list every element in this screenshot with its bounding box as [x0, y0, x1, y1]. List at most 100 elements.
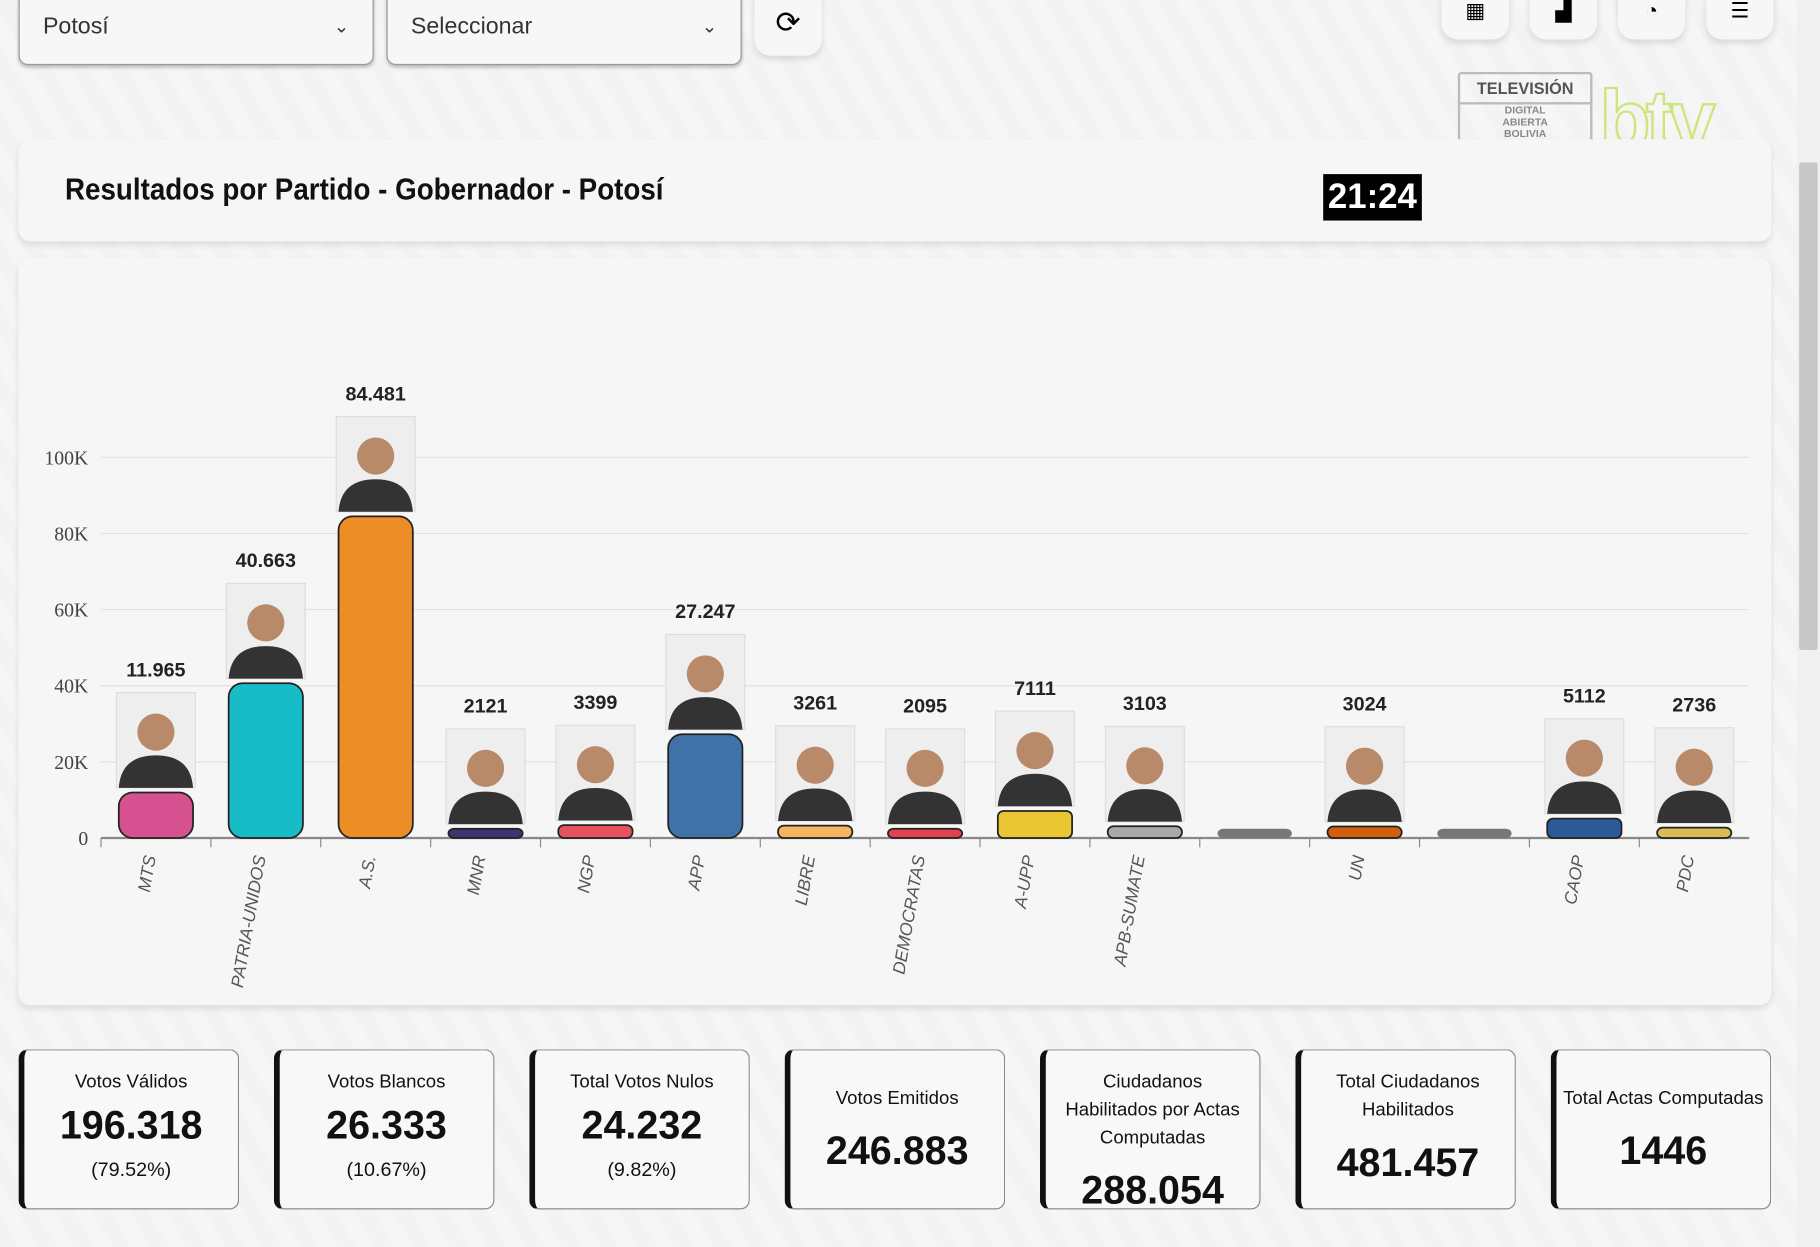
bar[interactable]	[887, 827, 964, 839]
stat-value: 26.333	[326, 1103, 447, 1148]
bar[interactable]	[337, 515, 414, 839]
stat-card: Ciudadanos Habilitados por Actas Computa…	[1039, 1049, 1261, 1213]
bar[interactable]	[667, 733, 744, 839]
candidate-photo	[1654, 727, 1735, 824]
x-tick-label: LIBRE	[791, 853, 819, 906]
secondary-select[interactable]: Seleccionar ⌄	[386, 0, 742, 65]
bar-value-label: 84.481	[346, 383, 406, 405]
candidate-photo	[775, 725, 856, 822]
stat-percent: (9.82%)	[607, 1158, 677, 1181]
stat-value: 246.883	[825, 1129, 969, 1174]
bar[interactable]	[447, 827, 524, 839]
candidate-photo	[994, 710, 1076, 807]
x-tick-label: UN	[1344, 853, 1368, 882]
x-tick-label: APP	[683, 853, 709, 892]
bar-value-label: 2121	[464, 696, 508, 718]
bar[interactable]	[117, 791, 194, 839]
x-tick-label: A-UPP	[1010, 853, 1039, 910]
stat-value: 196.318	[59, 1103, 203, 1148]
bar-value-label: 3399	[574, 692, 618, 714]
y-tick-label: 100K	[44, 447, 89, 469]
logo-text: ABIERTA	[1502, 116, 1548, 128]
stat-card: Total Votos Nulos 24.232 (9.82%)	[529, 1049, 750, 1210]
bar[interactable]	[1656, 826, 1733, 839]
department-select[interactable]: Potosí ⌄	[18, 0, 374, 65]
chart-title: Resultados por Partido - Gobernador - Po…	[64, 171, 664, 207]
chevron-down-icon: ⌄	[701, 17, 718, 38]
refresh-button[interactable]: ⟳	[754, 0, 822, 56]
y-tick-label: 60K	[54, 600, 89, 622]
refresh-icon: ⟳	[775, 4, 801, 39]
candidate-photo	[1544, 718, 1625, 815]
stat-card: Votos Blancos 26.333 (10.67%)	[273, 1049, 495, 1210]
y-tick-label: 0	[78, 828, 88, 850]
candidate-photo	[555, 724, 636, 822]
candidate-photo	[335, 415, 416, 513]
stat-card: Total Ciudadanos Habilitados 481.457	[1295, 1049, 1516, 1210]
department-value: Potosí	[42, 13, 109, 39]
scrollbar-thumb[interactable]	[1799, 162, 1818, 650]
x-tick-label: DEMOCRATAS	[888, 853, 929, 975]
scrollbar[interactable]	[1796, 0, 1820, 1247]
stat-value: 1446	[1619, 1129, 1708, 1174]
x-tick-label: A.S.	[354, 854, 380, 891]
bar-value-label: 11.965	[126, 659, 185, 681]
bar-value-label: 40.663	[236, 550, 296, 572]
stat-percent: (10.67%)	[346, 1158, 427, 1181]
table-icon: ▦	[1465, 0, 1486, 23]
stat-label: Votos Válidos	[74, 1072, 188, 1093]
bar-chart-button[interactable]: ▟	[1529, 0, 1598, 40]
chevron-down-icon: ⌄	[333, 17, 350, 38]
bar-chart: 0 20K 40K 60K 80K 100K 11.965 MTS 40.663 PATRIA-U…	[44, 383, 1750, 989]
bar-value-label: 2736	[1672, 695, 1716, 717]
bar-chart-icon: ▟	[1555, 0, 1572, 23]
stat-card: Votos Válidos 196.318 (79.52%)	[18, 1049, 240, 1210]
clock-overlay: 21:24	[1323, 174, 1422, 221]
logo-text: BOLIVIA	[1503, 127, 1547, 140]
stat-label: Total Ciudadanos Habilitados	[1336, 1072, 1480, 1121]
bar[interactable]	[1217, 828, 1292, 839]
bar[interactable]	[227, 682, 304, 839]
x-tick-label: PATRIA-UNIDOS	[227, 853, 270, 989]
candidate-photo	[665, 633, 746, 731]
bar-value-label: 3024	[1343, 693, 1387, 715]
bar[interactable]	[557, 824, 634, 839]
pie-chart-button[interactable]: ◔	[1618, 0, 1686, 40]
stat-value: 24.232	[581, 1103, 703, 1148]
bar[interactable]	[1326, 825, 1403, 839]
candidate-photo	[225, 582, 306, 680]
title-card	[18, 139, 1772, 242]
bar-value-label: 5112	[1563, 685, 1606, 707]
stat-card: Total Actas Computadas 1446	[1550, 1049, 1772, 1210]
candidate-photo	[445, 728, 526, 825]
candidate-photo	[115, 692, 196, 789]
bar[interactable]	[1437, 828, 1512, 839]
y-tick-label: 20K	[54, 752, 89, 774]
table-view-button[interactable]: ▦	[1441, 0, 1509, 40]
y-tick-label: 80K	[54, 523, 89, 545]
x-tick-label: MNR	[463, 853, 490, 896]
stat-percent: (79.52%)	[91, 1158, 172, 1181]
bar-value-label: 7111	[1014, 678, 1056, 700]
chart-card	[18, 257, 1772, 1006]
stat-value: 481.457	[1336, 1140, 1480, 1186]
stat-label: Votos Blancos	[327, 1072, 446, 1093]
bar[interactable]	[1546, 817, 1623, 839]
bar-value-label: 3103	[1123, 693, 1167, 715]
bar[interactable]	[1106, 825, 1183, 839]
candidate-photo	[1104, 725, 1185, 823]
stat-label: Ciudadanos Habilitados por Actas Computa…	[1065, 1072, 1240, 1148]
bar-value-label: 2095	[903, 696, 947, 718]
secondary-value: Seleccionar	[410, 13, 533, 39]
candidate-photo	[1324, 726, 1405, 823]
menu-icon: ☰	[1730, 0, 1750, 23]
bar[interactable]	[996, 810, 1073, 839]
stat-label: Total Votos Nulos	[570, 1072, 714, 1093]
stat-label: Votos Emitidos	[835, 1088, 959, 1109]
stat-label: Total Actas Computadas	[1563, 1088, 1764, 1109]
x-tick-label: NGP	[573, 853, 599, 894]
menu-button[interactable]: ☰	[1706, 0, 1774, 40]
x-tick-label: CAOP	[1560, 853, 1588, 905]
bar[interactable]	[777, 824, 854, 839]
